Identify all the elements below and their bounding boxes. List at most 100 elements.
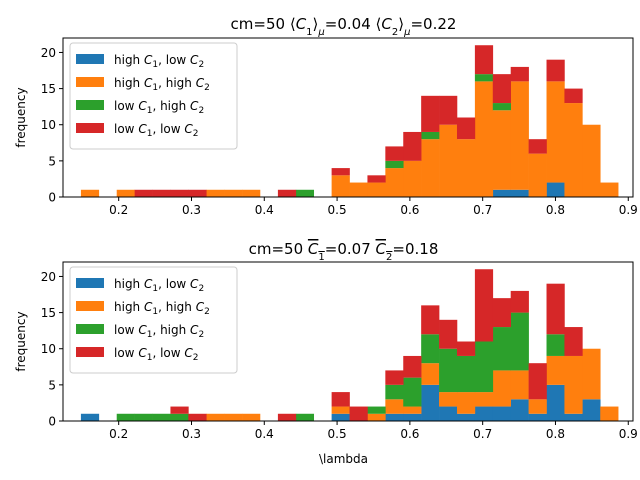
bottom-bar-s2-b2: [116, 413, 135, 421]
top-ytick-label: 15: [41, 82, 56, 96]
bottom-bar-s1-b28: [582, 348, 601, 400]
top-chart-bars: [80, 45, 619, 197]
bottom-bar-s1-b19: [421, 363, 440, 385]
top-bar-s0-b23: [492, 189, 511, 197]
bottom-bar-s3-b22: [474, 269, 494, 342]
top-bar-s1-b26: [546, 81, 565, 183]
bottom-bar-s1-b20: [439, 392, 458, 407]
top-bar-s1-b29: [600, 182, 619, 197]
top-xtick-label: 0.8: [546, 203, 565, 217]
top-bar-s1-b0: [80, 189, 100, 197]
bottom-xtick-label: 0.9: [619, 427, 638, 441]
bottom-bar-s3-b19: [421, 305, 440, 335]
top-ytick-label: 5: [48, 154, 56, 168]
top-ytick-label: 20: [41, 46, 56, 60]
bottom-xtick-label: 0.6: [400, 427, 419, 441]
bottom-bar-s0-b20: [439, 406, 458, 421]
bottom-bar-s3-b27: [564, 327, 583, 356]
bottom-bar-s2-b12: [295, 413, 315, 421]
bottom-legend-label-0: high C1, low C2: [114, 277, 204, 294]
top-bar-s1-b8: [224, 189, 243, 197]
top-bar-s3-b4: [152, 189, 171, 197]
top-bar-s1-b27: [564, 103, 583, 197]
bottom-bar-s3-b18: [403, 355, 422, 378]
bottom-legend-label-2: low C1, high C2: [114, 323, 204, 340]
top-chart-ylabel: frequency: [14, 87, 28, 147]
top-xtick-label: 0.7: [473, 203, 492, 217]
top-legend-label-1: high C1, high C2: [114, 76, 210, 93]
bottom-bar-s1-b18: [403, 406, 422, 414]
bottom-bar-s0-b25: [528, 413, 547, 421]
top-bar-s3-b27: [564, 88, 583, 104]
bottom-bar-s0-b21: [456, 413, 476, 421]
bottom-ytick-label: 20: [41, 270, 56, 284]
bottom-chart-xlabel: \lambda: [319, 452, 368, 466]
top-bar-s3-b19: [421, 95, 440, 132]
top-bar-s1-b21: [456, 139, 476, 197]
bottom-ytick-label: 5: [48, 378, 56, 392]
top-bar-s3-b23: [492, 74, 511, 104]
bottom-xtick-label: 0.7: [473, 427, 492, 441]
bottom-legend-swatch-1: [76, 301, 104, 311]
bottom-bar-s3-b5: [170, 406, 189, 414]
bottom-bar-s2-b18: [403, 377, 422, 407]
top-bar-s2-b12: [295, 189, 315, 197]
bottom-chart-legend: high C1, low C2 high C1, high C2 low C1, h…: [69, 266, 238, 374]
top-xtick-label: 0.6: [400, 203, 419, 217]
top-bar-s1-b9: [242, 189, 261, 197]
bottom-bar-s2-b20: [439, 348, 458, 393]
bottom-bar-s2-b5: [170, 413, 189, 421]
bottom-bar-s0-b28: [582, 399, 601, 421]
top-bar-s3-b18: [403, 131, 422, 161]
top-legend-swatch-3: [76, 123, 104, 133]
bottom-bar-s1-b29: [600, 406, 619, 421]
bottom-bar-s0-b18: [403, 413, 422, 421]
bottom-bar-s0-b0: [80, 413, 100, 421]
top-legend-box: [69, 42, 238, 150]
bottom-chart: cm=50 C1=0.07 C2=0.18 0.2 0.3 0.4 0.5 0.6 0.7…: [14, 240, 638, 466]
bottom-bar-s2-b19: [421, 334, 440, 364]
bottom-bar-s3-b15: [349, 406, 368, 421]
top-bar-s1-b22: [474, 81, 494, 197]
bottom-bar-s2-b23: [492, 327, 511, 371]
top-chart-ticks: 0.2 0.3 0.4 0.5 0.6 0.7 0.8 0.9 0 5 10 15 20: [41, 46, 638, 217]
bottom-bar-s2-b17: [385, 384, 404, 400]
top-bar-s3-b6: [188, 189, 207, 197]
bottom-bar-s3-b23: [492, 298, 511, 328]
bottom-ytick-label: 0: [48, 415, 56, 429]
bottom-bar-s0-b24: [510, 399, 529, 421]
bottom-bar-s2-b4: [152, 413, 171, 421]
top-bar-s3-b21: [456, 117, 476, 140]
top-bar-s1-b2: [116, 189, 135, 197]
bottom-bar-s3-b24: [510, 290, 529, 313]
top-xtick-label: 0.9: [619, 203, 638, 217]
top-legend-swatch-1: [76, 77, 104, 87]
top-bar-s3-b24: [510, 66, 529, 82]
top-bar-s3-b22: [474, 45, 494, 75]
bottom-bar-s1-b21: [456, 392, 476, 414]
top-bar-s2-b22: [474, 74, 494, 82]
top-ytick-label: 10: [41, 118, 56, 132]
bottom-bar-s1-b23: [492, 370, 511, 407]
bottom-ytick-label: 15: [41, 306, 56, 320]
top-xtick-label: 0.5: [328, 203, 347, 217]
top-bar-s1-b24: [510, 81, 529, 190]
bottom-xtick-label: 0.8: [546, 427, 565, 441]
top-ytick-label: 0: [48, 191, 56, 205]
bottom-chart-frame: [62, 261, 634, 422]
top-bar-s3-b3: [134, 189, 153, 197]
top-bar-s1-b14: [331, 175, 350, 197]
bottom-bar-s1-b7: [206, 413, 225, 421]
top-bar-s3-b20: [439, 95, 458, 125]
bottom-bar-s3-b11: [277, 413, 297, 421]
top-bar-s3-b16: [367, 175, 386, 183]
bottom-bar-s0-b17: [385, 413, 404, 421]
bottom-xtick-label: 0.2: [109, 427, 128, 441]
top-bar-s3-b11: [277, 189, 297, 197]
bottom-bar-s1-b25: [528, 399, 547, 414]
top-legend-label-0: high C1, low C2: [114, 53, 204, 70]
bottom-bar-s0-b27: [564, 413, 583, 421]
bottom-chart-title: cm=50 C1=0.07 C2=0.18: [249, 240, 439, 263]
top-legend-label-3: low C1, low C2: [114, 122, 199, 139]
